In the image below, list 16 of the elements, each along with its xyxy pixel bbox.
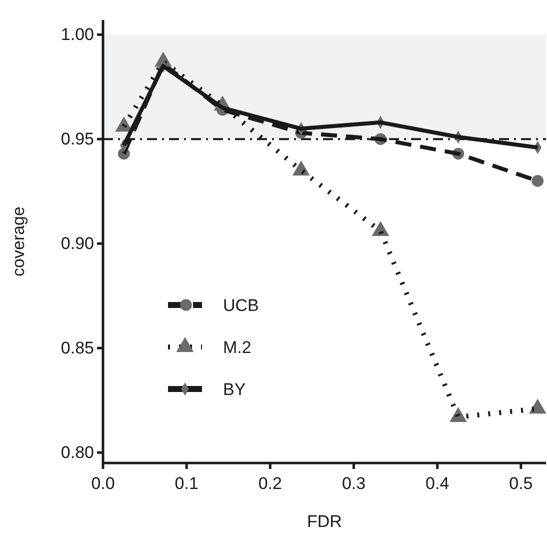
x-tick-label: 0.1 bbox=[174, 474, 198, 493]
legend-label: M.2 bbox=[223, 338, 252, 357]
y-tick-label: 0.80 bbox=[60, 442, 94, 462]
x-tick-label: 0.3 bbox=[342, 474, 366, 493]
x-tick-label: 0.4 bbox=[426, 474, 450, 493]
y-tick-label: 0.95 bbox=[60, 130, 94, 149]
y-axis-title: coverage bbox=[9, 206, 28, 276]
x-tick-label: 0.0 bbox=[91, 474, 115, 493]
x-tick-label: 0.5 bbox=[509, 474, 533, 493]
y-tick-label: 0.90 bbox=[60, 234, 94, 254]
legend-label: UCB bbox=[223, 296, 259, 315]
y-tick-label: 0.85 bbox=[60, 338, 94, 358]
y-tick-label: 1.00 bbox=[60, 25, 94, 44]
x-axis-title: FDR bbox=[307, 512, 342, 531]
x-tick-label: 0.2 bbox=[258, 474, 282, 493]
legend-label: BY bbox=[223, 380, 246, 399]
